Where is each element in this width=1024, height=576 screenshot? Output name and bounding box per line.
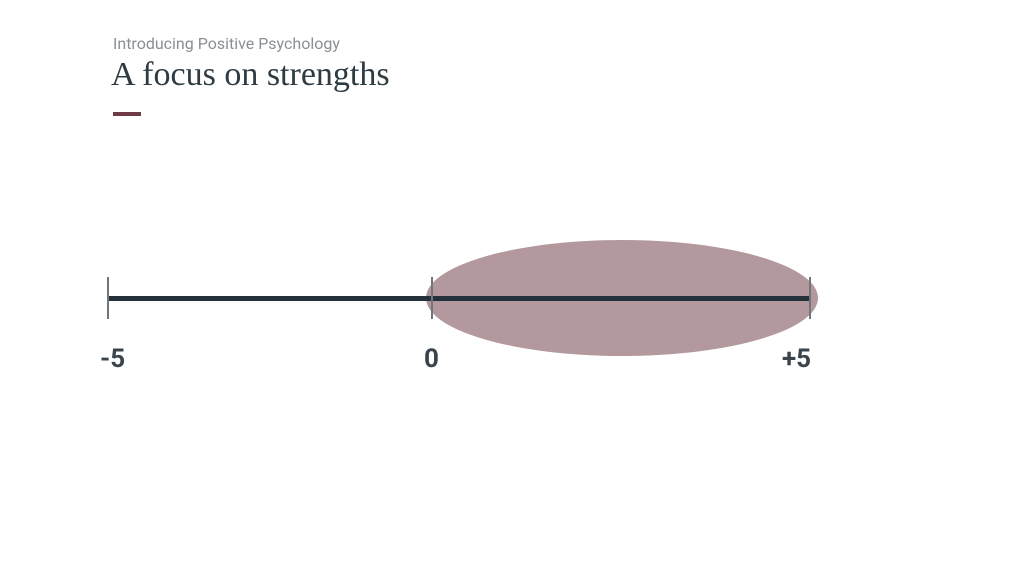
slide-kicker: Introducing Positive Psychology bbox=[113, 34, 340, 53]
slide-title: A focus on strengths bbox=[111, 56, 390, 94]
tick-label-right: +5 bbox=[782, 344, 811, 374]
tick-left bbox=[107, 277, 109, 319]
tick-right bbox=[809, 277, 811, 319]
tick-label-left: -5 bbox=[100, 344, 125, 374]
slide: Introducing Positive Psychology A focus … bbox=[0, 0, 1024, 576]
tick-mid bbox=[431, 277, 433, 319]
number-line-axis bbox=[108, 296, 810, 301]
tick-label-mid: 0 bbox=[424, 344, 439, 374]
title-underline bbox=[113, 112, 141, 116]
